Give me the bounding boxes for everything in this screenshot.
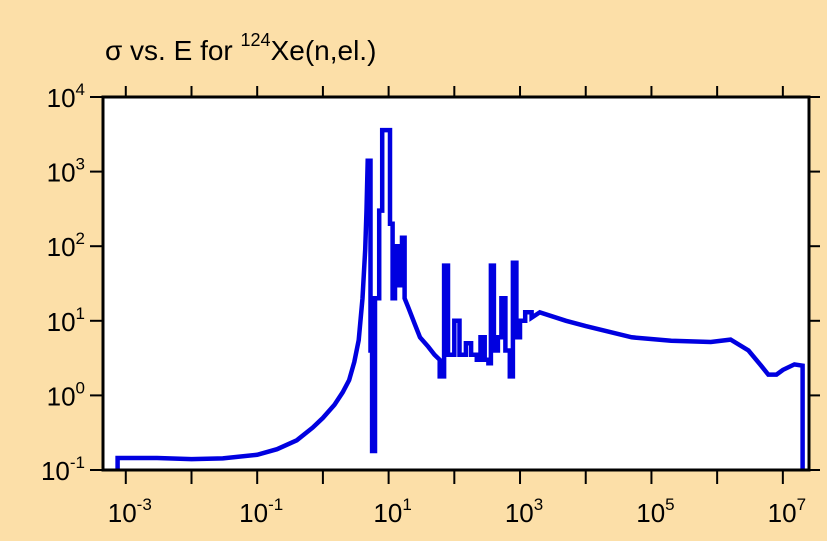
- y-tick-label: 10-1: [41, 453, 85, 486]
- x-tick-label: 105: [636, 495, 674, 528]
- x-tick-label: 107: [768, 495, 806, 528]
- x-tick-label: 10-1: [239, 495, 283, 528]
- title-text-2: Xe(n,el.): [271, 35, 377, 66]
- y-tick-label: 102: [47, 229, 85, 262]
- tick-labels-layer: 10-3 10-1 101 103 105 107 10-1 100 101 102 103 104: [41, 80, 806, 528]
- plot-area: [103, 97, 809, 470]
- title-sigma: σ: [105, 35, 122, 66]
- x-tick-label: 103: [505, 495, 543, 528]
- y-tick-label: 104: [47, 80, 85, 113]
- plot-frame: [101, 95, 811, 472]
- y-tick-label: 103: [47, 155, 85, 188]
- series-line: [115, 127, 805, 470]
- x-tick-label: 10-3: [108, 495, 152, 528]
- chart-title: σ vs. E for 124Xe(n,el.): [105, 30, 376, 66]
- y-tick-label: 101: [47, 304, 85, 337]
- x-tick-label: 101: [373, 495, 411, 528]
- title-isotope-mass: 124: [241, 30, 271, 50]
- ticks-layer: [90, 86, 820, 484]
- title-text-1: vs. E for: [122, 35, 240, 66]
- y-tick-label: 100: [47, 378, 85, 411]
